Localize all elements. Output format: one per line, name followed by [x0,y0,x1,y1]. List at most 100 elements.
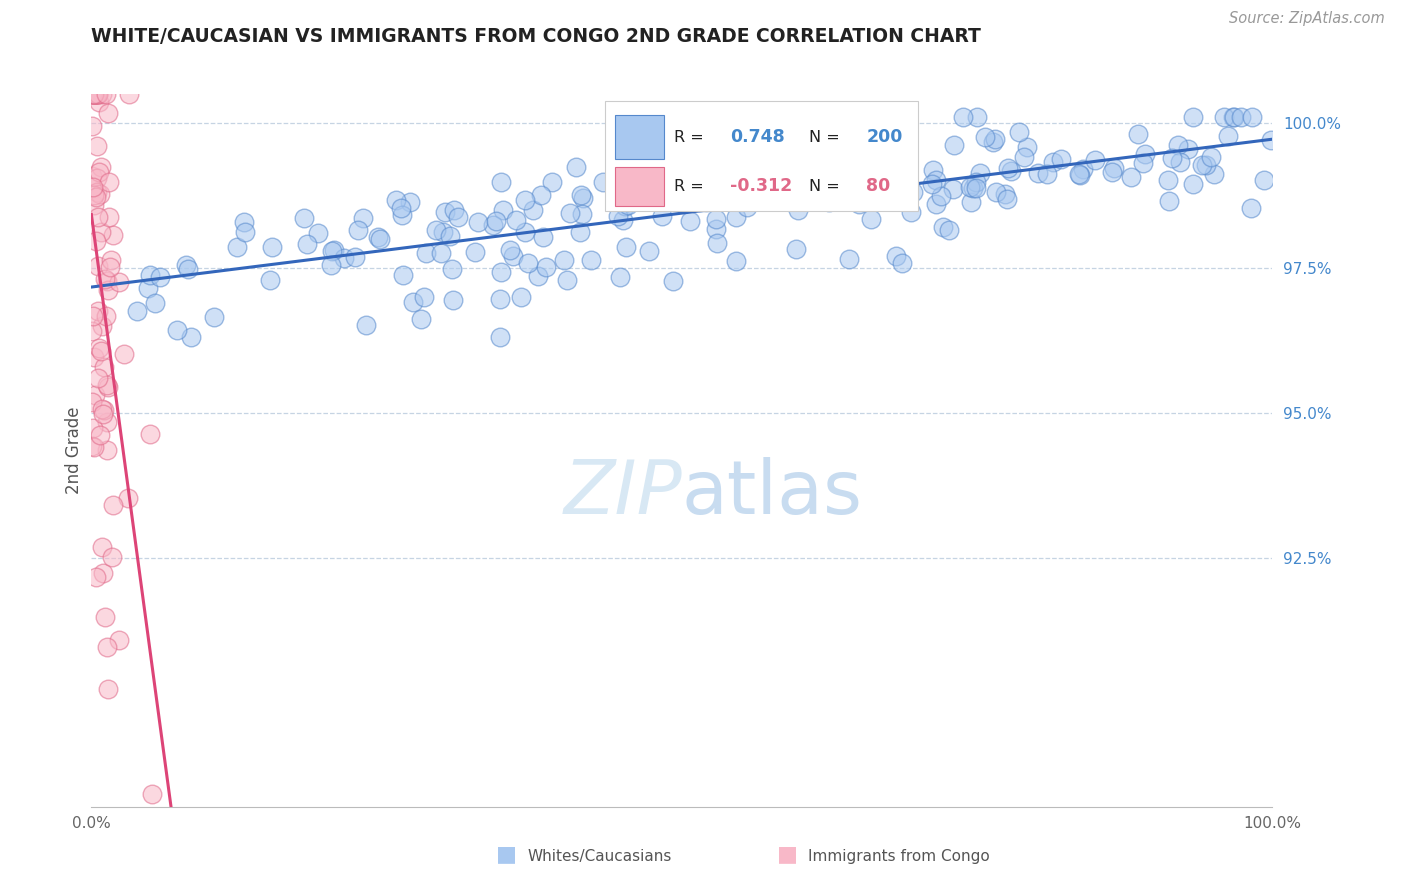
Point [553,253,575,268]
Point [893,188,915,202]
Point [966,175,988,189]
Point [868,147,890,161]
Point [1260,133,1282,147]
Point [942,137,965,152]
Point [112,347,135,361]
Point [571,191,593,205]
Point [848,196,870,211]
Point [835,192,858,206]
Point [900,204,922,219]
Point [96,415,118,429]
Point [82,87,104,101]
Point [517,256,540,270]
Point [93,272,115,286]
Point [558,206,581,220]
Point [921,177,943,191]
Point [932,220,955,235]
Text: R =: R = [673,129,709,145]
Point [981,135,1004,149]
Point [555,273,578,287]
Point [489,330,512,344]
Point [1229,110,1251,124]
Point [1157,172,1180,186]
Point [1121,169,1143,184]
Point [82,324,104,338]
Point [1222,110,1244,124]
Point [321,258,343,272]
Point [90,160,112,174]
Point [82,180,104,194]
Point [86,211,108,225]
Point [87,95,110,109]
Point [87,87,110,101]
Point [571,207,593,221]
Point [984,186,1007,200]
Point [97,210,120,224]
Point [820,163,842,178]
Point [90,225,112,239]
Point [141,787,163,801]
Point [662,160,685,174]
Point [1157,194,1180,209]
Point [818,194,841,209]
Point [959,180,981,194]
Point [884,249,907,263]
Point [659,186,682,201]
Point [808,125,831,139]
Point [125,304,148,318]
Point [770,187,793,202]
Text: Immigrants from Congo: Immigrants from Congo [808,849,990,863]
Point [1218,129,1240,144]
Point [86,171,108,186]
Point [770,129,793,144]
Point [530,187,553,202]
Point [1212,110,1234,124]
Point [101,227,124,242]
Point [1182,110,1205,124]
Point [994,187,1017,202]
Point [94,609,117,624]
Point [727,186,749,200]
Point [612,213,634,227]
Point [643,194,665,208]
Point [389,201,412,215]
Text: ■: ■ [778,845,797,864]
Point [148,269,170,284]
Point [84,388,107,402]
Point [713,173,735,187]
Point [415,245,437,260]
Point [510,290,533,304]
Point [846,190,869,204]
Point [541,175,564,189]
Point [464,244,486,259]
Point [1008,125,1031,139]
Point [409,311,432,326]
Point [96,377,118,392]
Point [97,380,120,394]
Point [735,200,758,214]
Point [83,351,105,365]
Point [96,87,118,101]
Text: N =: N = [810,179,845,194]
Point [83,187,105,202]
Point [80,169,103,183]
Point [143,296,166,310]
Point [204,310,226,325]
Point [86,570,108,584]
Point [90,401,112,416]
Point [399,194,422,209]
Point [1069,168,1091,182]
Point [97,283,120,297]
Point [1199,150,1222,164]
Point [1067,167,1090,181]
Point [896,144,918,158]
Point [82,421,104,435]
Point [1161,151,1184,165]
Text: R =: R = [673,179,709,194]
Point [86,138,108,153]
Point [534,260,557,275]
Point [96,443,118,458]
Point [675,186,697,201]
Point [1042,155,1064,169]
Point [901,185,924,199]
